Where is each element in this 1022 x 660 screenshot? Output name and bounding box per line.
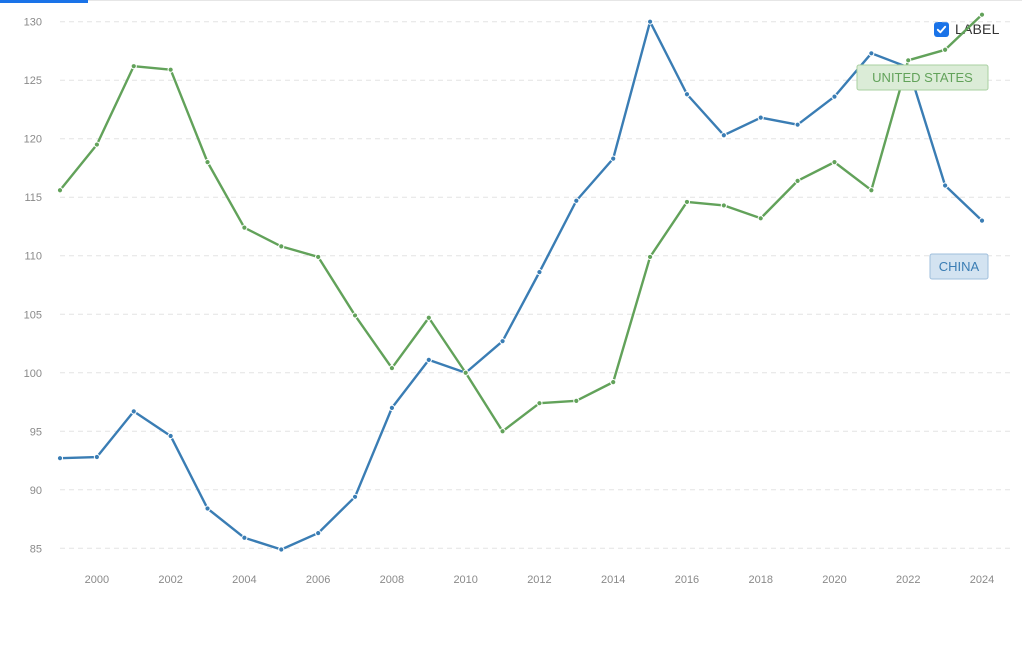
data-point-china — [388, 404, 396, 411]
data-point-china — [499, 338, 506, 345]
data-point-china — [93, 453, 100, 461]
checkbox-checked-icon[interactable] — [934, 21, 949, 37]
data-point-china — [536, 269, 543, 276]
data-point-united-states — [536, 400, 543, 407]
y-tick-label: 90 — [30, 485, 42, 497]
data-point-china — [167, 432, 174, 440]
y-tick-label: 120 — [24, 134, 42, 146]
data-point-china — [757, 114, 764, 121]
data-point-united-states — [204, 159, 211, 166]
data-point-united-states — [757, 215, 764, 222]
data-point-china — [720, 132, 727, 139]
x-tick-label: 2010 — [453, 574, 477, 586]
data-point-china — [278, 546, 285, 553]
data-point-china — [978, 217, 986, 224]
x-tick-label: 2018 — [748, 574, 772, 586]
data-point-china — [56, 455, 64, 462]
y-tick-label: 100 — [24, 368, 42, 380]
data-point-united-states — [388, 364, 396, 372]
y-tick-label: 85 — [30, 543, 42, 555]
series-layer — [56, 11, 986, 553]
data-point-united-states — [831, 159, 838, 166]
data-point-china — [831, 93, 838, 100]
data-point-united-states — [462, 369, 469, 376]
data-point-united-states — [167, 66, 174, 73]
y-axis-ticks: 85 90 95 100 105 110 115 120 125 130 — [24, 17, 42, 556]
y-tick-label: 95 — [30, 426, 42, 438]
data-point-united-states — [499, 428, 506, 435]
data-point-united-states — [978, 11, 986, 18]
series-label-box-china — [929, 253, 989, 280]
x-tick-label: 2002 — [158, 574, 182, 586]
data-point-united-states — [573, 397, 580, 404]
series-labels: UNITED STATES CHINA — [856, 64, 989, 280]
data-point-china — [868, 50, 875, 57]
data-point-china — [683, 91, 691, 98]
x-tick-label: 2016 — [675, 574, 699, 586]
data-point-united-states — [683, 198, 691, 206]
data-point-united-states — [130, 63, 137, 70]
data-point-china — [646, 18, 654, 25]
y-tick-label: 125 — [24, 75, 42, 87]
grid-lines — [60, 21, 1010, 549]
data-point-united-states — [905, 57, 912, 64]
x-tick-label: 2006 — [306, 574, 330, 586]
y-tick-label: 115 — [24, 192, 42, 204]
x-axis-ticks: 2000 2002 2004 2006 2008 2010 2012 2014 2016 2018… — [85, 574, 995, 586]
x-tick-label: 2024 — [970, 574, 994, 586]
tab-underline-active — [0, 0, 88, 3]
series-label-china: CHINA — [939, 259, 980, 274]
tab-underline — [88, 0, 1022, 1]
x-tick-label: 2004 — [232, 574, 256, 586]
data-point-united-states — [868, 187, 875, 194]
x-tick-label: 2014 — [601, 574, 625, 586]
x-tick-label: 2008 — [380, 574, 404, 586]
data-point-united-states — [351, 312, 359, 319]
data-point-china — [315, 529, 322, 537]
series-label-united-states: UNITED STATES — [872, 70, 973, 85]
data-point-united-states — [93, 141, 100, 148]
x-tick-label: 2012 — [527, 574, 551, 586]
x-tick-label: 2020 — [822, 574, 846, 586]
data-point-china — [610, 155, 617, 162]
data-point-china — [204, 505, 211, 512]
y-tick-label: 105 — [24, 309, 42, 321]
data-point-united-states — [425, 314, 432, 321]
data-point-united-states — [278, 243, 285, 250]
data-point-china — [573, 197, 580, 204]
data-point-united-states — [241, 224, 248, 231]
data-point-china — [351, 493, 359, 500]
data-point-united-states — [56, 187, 64, 194]
data-point-china — [425, 356, 432, 363]
data-point-china — [942, 182, 949, 189]
data-point-united-states — [942, 46, 949, 53]
x-tick-label: 2000 — [85, 574, 109, 586]
data-point-united-states — [720, 202, 727, 209]
data-point-united-states — [794, 177, 801, 184]
data-point-china — [130, 408, 137, 415]
label-toggle-text: LABEL — [955, 21, 1000, 37]
data-point-united-states — [610, 379, 617, 386]
series-label-box-united-states — [856, 64, 989, 91]
label-toggle[interactable]: LABEL — [934, 21, 1000, 37]
data-point-china — [794, 121, 801, 128]
y-tick-label: 110 — [24, 251, 42, 263]
data-point-china — [241, 534, 248, 541]
data-point-united-states — [315, 253, 322, 261]
series-line-united-states — [58, 13, 984, 433]
data-point-united-states — [646, 253, 654, 261]
series-line-china — [58, 20, 984, 551]
y-tick-label: 130 — [24, 17, 42, 29]
x-tick-label: 2022 — [896, 574, 920, 586]
